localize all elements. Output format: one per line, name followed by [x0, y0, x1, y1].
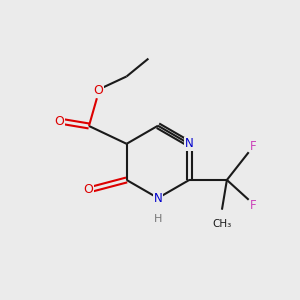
- Text: F: F: [250, 140, 257, 153]
- Text: N: N: [185, 137, 194, 150]
- Text: N: N: [154, 192, 162, 205]
- Text: H: H: [154, 214, 162, 224]
- Text: CH₃: CH₃: [212, 219, 232, 229]
- Text: F: F: [250, 199, 257, 212]
- Text: O: O: [54, 115, 64, 128]
- Text: O: O: [93, 84, 103, 97]
- Text: O: O: [83, 183, 93, 196]
